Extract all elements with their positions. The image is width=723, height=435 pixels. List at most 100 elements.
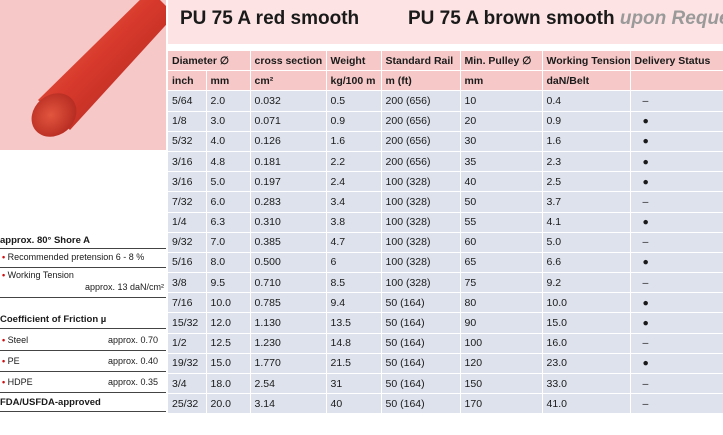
working-tension-item: • Working Tension [2, 270, 164, 280]
cell-min-pulley: 20 [460, 111, 543, 132]
cell-cross-section: 0.197 [250, 171, 327, 193]
cell-standard-rail: 100 (328) [381, 252, 461, 274]
cell-working-tension: 16.0 [542, 333, 631, 354]
upon-request-text: upon Request [619, 8, 723, 29]
cell-delivery-status: ● [630, 111, 723, 132]
cell-mm: 10.0 [206, 292, 251, 314]
cell-weight: 6 [326, 252, 382, 274]
cell-standard-rail: 100 (328) [381, 212, 461, 233]
friction-value: approx. 0.70 [107, 335, 158, 345]
cell-mm: 18.0 [206, 373, 251, 395]
col-delivery-status: Delivery Status [630, 51, 723, 72]
cell-inch: 7/32 [168, 191, 207, 213]
table-row: 3/8 9.5 0.710 8.5 100 (328) 75 9.2– [168, 272, 723, 294]
cell-weight: 0.9 [326, 111, 382, 132]
table-row: 9/32 7.0 0.385 4.7 100 (328) 60 5.0– [168, 232, 723, 253]
cell-inch: 15/32 [168, 312, 207, 334]
cell-inch: 5/64 [168, 90, 207, 112]
alt-title-text: PU 75 A brown smooth [408, 8, 615, 29]
col-min-pulley: Min. Pulley ∅ [460, 51, 543, 72]
product-image [0, 0, 166, 150]
cell-inch: 3/4 [168, 373, 207, 395]
cell-inch: 1/4 [168, 212, 207, 233]
cell-mm: 7.0 [206, 232, 251, 253]
unit-tension: daN/Belt [542, 70, 631, 92]
col-diameter: Diameter ∅ [168, 51, 251, 72]
unit-cm2: cm² [250, 70, 327, 92]
product-title: PU 75 A red smooth [180, 8, 360, 29]
table-row: 3/16 4.8 0.181 2.2 200 (656) 35 2.3 ● [168, 151, 723, 173]
cell-delivery-status: ● [630, 252, 723, 274]
cell-standard-rail: 200 (656) [381, 111, 461, 132]
friction-material: Steel [7, 335, 29, 345]
table-header-row: Diameter ∅ cross section Weight Standard… [168, 51, 723, 72]
cell-mm: 15.0 [206, 353, 251, 375]
friction-steel: • Steel approx. 0.70 [2, 335, 164, 345]
cell-min-pulley: 10 [460, 90, 543, 112]
cell-working-tension: 33.0 [542, 373, 631, 395]
divider [0, 267, 166, 268]
cell-weight: 4.7 [326, 232, 382, 253]
cell-mm: 4.8 [206, 151, 251, 173]
cell-weight: 2.4 [326, 171, 382, 193]
cell-standard-rail: 100 (328) [381, 171, 461, 193]
cell-cross-section: 2.54 [250, 373, 327, 395]
cell-weight: 14.8 [326, 333, 382, 354]
table-row: 1/4 6.3 0.310 3.8 100 (328) 55 4.1 ● [168, 212, 723, 233]
cell-inch: 9/32 [168, 232, 207, 253]
cell-mm: 2.0 [206, 90, 251, 112]
cell-mm: 5.0 [206, 171, 251, 193]
friction-material: HDPE [7, 377, 33, 387]
cell-weight: 31 [326, 373, 382, 395]
cell-inch: 25/32 [168, 393, 207, 415]
table-row: 7/32 6.0 0.283 3.4 100 (328) 50 3.7– [168, 191, 723, 213]
col-standard-rail: Standard Rail [381, 51, 461, 72]
cell-standard-rail: 50 (164) [381, 353, 461, 375]
cell-weight: 21.5 [326, 353, 382, 375]
pretension-item: • Recommended pretension 6 - 8 % [2, 252, 164, 262]
cell-standard-rail: 50 (164) [381, 393, 461, 415]
friction-value: approx. 0.40 [107, 356, 158, 366]
cell-inch: 3/8 [168, 272, 207, 294]
cell-standard-rail: 100 (328) [381, 272, 461, 294]
cell-delivery-status: – [630, 90, 723, 112]
cell-working-tension: 0.4 [542, 90, 631, 112]
table-row: 3/4 18.0 2.54 31 50 (164) 150 33.0– [168, 373, 723, 395]
approval-label: FDA/USFDA-approved [0, 397, 101, 408]
cell-cross-section: 0.283 [250, 191, 327, 213]
cell-delivery-status: – [630, 232, 723, 253]
cell-working-tension: 9.2 [542, 272, 631, 294]
table-row: 5/16 8.0 0.500 6 100 (328) 65 6.6 ● [168, 252, 723, 274]
cell-mm: 12.0 [206, 312, 251, 334]
cell-cross-section: 1.770 [250, 353, 327, 375]
col-working-tension: Working Tension/Belt [542, 51, 631, 72]
unit-delivery [630, 70, 723, 92]
unit-rail: m (ft) [381, 70, 461, 92]
cell-min-pulley: 55 [460, 212, 543, 233]
table-row: 3/16 5.0 0.197 2.4 100 (328) 40 2.5 ● [168, 171, 723, 193]
cell-mm: 6.3 [206, 212, 251, 233]
cell-inch: 5/32 [168, 131, 207, 152]
table-row: 25/32 20.0 3.14 40 50 (164) 170 41.0– [168, 393, 723, 415]
divider [0, 248, 166, 249]
cell-inch: 3/16 [168, 171, 207, 193]
cell-min-pulley: 75 [460, 272, 543, 294]
approval-text: FDA/USFDA-approved [0, 397, 166, 408]
table-row: 5/64 2.0 0.032 0.5 200 (656) 10 0.4– [168, 90, 723, 112]
cell-cross-section: 0.710 [250, 272, 327, 294]
cell-cross-section: 0.032 [250, 90, 327, 112]
unit-weight: kg/100 m [326, 70, 382, 92]
friction-heading-label: Coefficient of Friction µ [0, 314, 107, 325]
cell-working-tension: 3.7 [542, 191, 631, 213]
unit-inch: inch [168, 70, 207, 92]
cell-inch: 3/16 [168, 151, 207, 173]
cell-working-tension: 6.6 [542, 252, 631, 274]
cell-working-tension: 5.0 [542, 232, 631, 253]
cell-weight: 40 [326, 393, 382, 415]
table-row: 7/16 10.0 0.785 9.4 50 (164) 80 10.0 ● [168, 292, 723, 314]
cell-working-tension: 2.3 [542, 151, 631, 173]
cell-cross-section: 0.500 [250, 252, 327, 274]
cell-weight: 2.2 [326, 151, 382, 173]
cell-min-pulley: 30 [460, 131, 543, 152]
cell-min-pulley: 90 [460, 312, 543, 334]
